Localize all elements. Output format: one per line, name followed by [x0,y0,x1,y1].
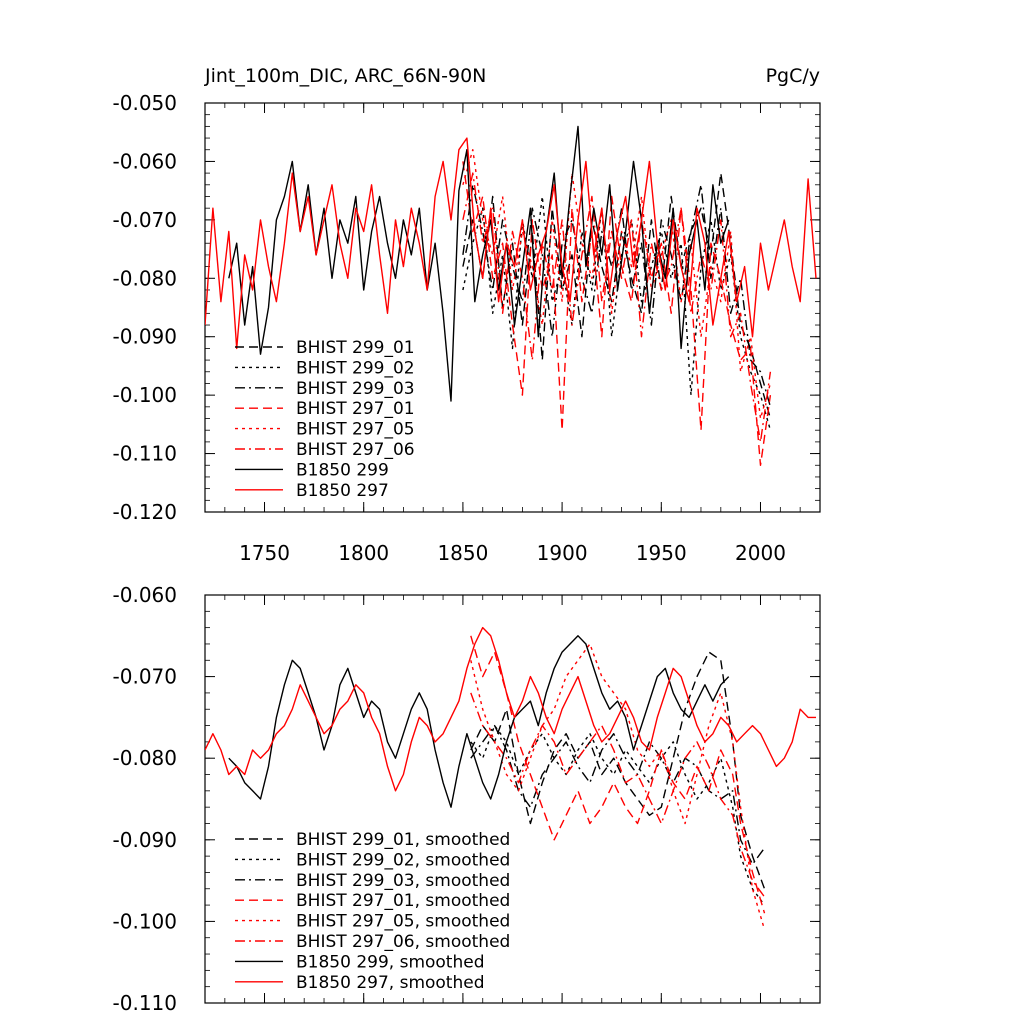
series-line-6 [470,692,766,898]
legend-label: BHIST 297_01 [296,399,415,419]
legend-label: BHIST 299_03, smoothed [296,871,510,891]
series-line-2 [470,724,766,906]
legend-label: BHIST 299_01 [296,338,415,358]
y-tick-label: -0.070 [113,665,177,689]
series-line-3 [470,724,766,865]
legend-label: B1850 297, smoothed [296,973,485,993]
plot-frame [204,102,821,513]
series-line-4 [470,635,766,914]
series-line-6 [462,172,772,443]
legend-label: BHIST 297_01, smoothed [296,891,510,911]
panel-1: -0.050 -0.060 -0.070 -0.080 -0.090 -0.100 -0.1… [113,65,821,565]
series-line-7 [228,125,730,402]
y-tick-label: -0.050 [113,91,177,115]
y-tick-label: -0.110 [113,991,177,1015]
y-tick-label: -0.080 [113,266,177,290]
legend-label: B1850 299, smoothed [296,952,485,972]
panel-2: -0.060 -0.070 -0.080 -0.090 -0.100 -0.110 BHIS… [113,583,821,1015]
legend-label: B1850 299 [296,460,389,480]
series-line-8 [205,137,817,350]
y-tick-label: -0.090 [113,828,177,852]
x-tick-label: 1800 [338,541,389,565]
x-tick-label: 1850 [437,541,488,565]
y-tick-label: -0.070 [113,208,177,232]
legend-label: BHIST 297_05, smoothed [296,912,510,932]
y-tick-label: -0.100 [113,383,177,407]
y-tick-label: -0.110 [113,442,177,466]
x-tick-label: 1900 [537,541,588,565]
units-label: PgC/y [766,65,820,87]
series-line-2 [462,195,772,431]
y-tick-label: -0.090 [113,325,177,349]
legend-label: BHIST 297_05 [296,420,415,440]
x-tick-label: 2000 [735,541,786,565]
series-line-4 [462,161,772,466]
y-tick-label: -0.060 [113,149,177,173]
series-line-7 [228,635,730,808]
legend-label: BHIST 299_02 [296,358,415,378]
y-tick-label: -0.060 [113,583,177,607]
y-tick-label: -0.080 [113,746,177,770]
chart-title: Jint_100m_DIC, ARC_66N-90N [204,65,486,87]
series-line-1 [470,651,766,890]
x-tick-label: 1750 [239,541,290,565]
legend-label: B1850 297 [296,481,389,501]
y-tick-label: -0.120 [113,500,177,524]
series-line-8 [205,626,816,792]
y-tick-label: -0.100 [113,909,177,933]
legend-label: BHIST 299_03 [296,379,415,399]
legend-label: BHIST 297_06, smoothed [296,932,510,952]
x-tick-label: 1950 [636,541,687,565]
legend-label: BHIST 299_02, smoothed [296,850,510,870]
legend-label: BHIST 297_06 [296,440,415,460]
legend-label: BHIST 299_01, smoothed [296,830,510,850]
plot-frame [204,594,821,1004]
